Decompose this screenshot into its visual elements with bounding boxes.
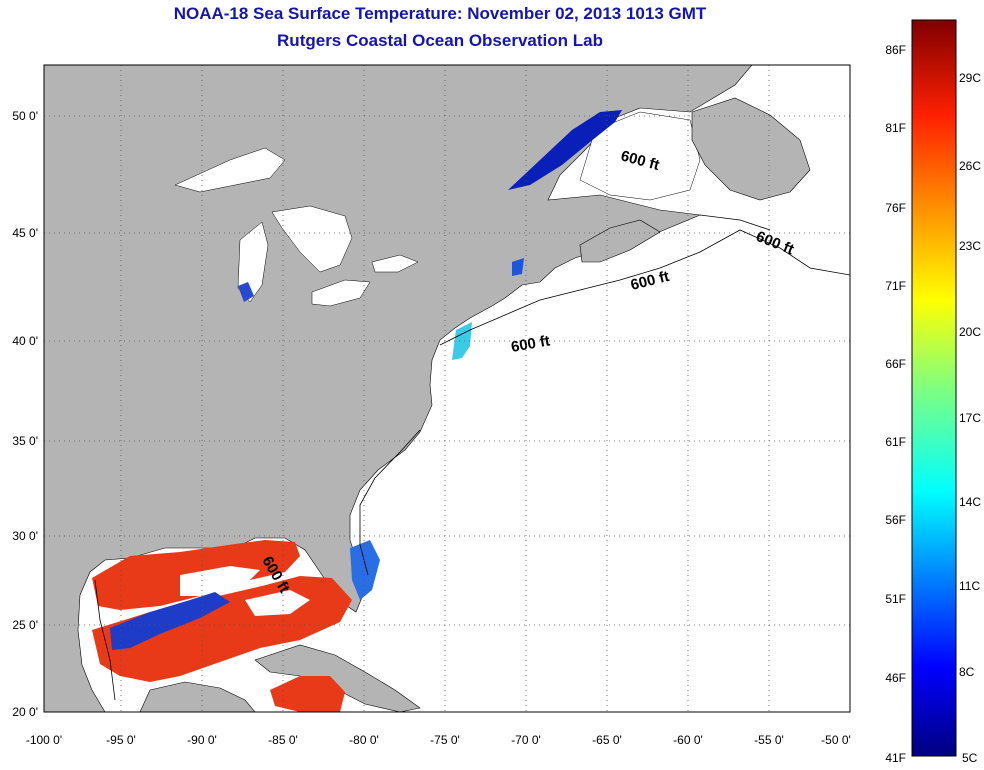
map-title: NOAA-18 Sea Surface Temperature: Novembe… (173, 4, 707, 23)
colorbar-c-label: 14C (959, 495, 981, 509)
colorbar-f-label: 41F (885, 751, 906, 765)
gulf-of-mexico-sst (92, 540, 380, 712)
colorbar-f-label: 71F (885, 279, 906, 293)
land-newfoundland (691, 97, 811, 201)
lon-tick-label: -80 0' (349, 733, 379, 747)
gulf-st-lawrence (579, 111, 701, 201)
colorbar-c-label: 26C (959, 159, 981, 173)
contour-label: 600 ft (510, 332, 552, 356)
lon-tick-label: -95 0' (106, 733, 136, 747)
colorbar-c-label: 8C (959, 665, 975, 679)
lon-tick-label: -100 0' (26, 733, 62, 747)
colorbar-c-label: 17C (959, 411, 981, 425)
colorbar-celsius-labels: 29C 26C 23C 20C 17C 14C 11C 8C 5C (959, 71, 981, 765)
lat-tick-label: 20 0' (12, 705, 38, 719)
colorbar-f-label: 86F (885, 43, 906, 57)
colorbar-c-label: 23C (959, 239, 981, 253)
longitude-axis: -100 0' -95 0' -90 0' -85 0' -80 0' -75 … (26, 733, 851, 747)
lat-tick-label: 25 0' (12, 618, 38, 632)
lon-tick-label: -55 0' (754, 733, 784, 747)
land-nova-scotia (579, 219, 661, 263)
st-lawrence-cold-water (508, 110, 622, 190)
lon-tick-label: -85 0' (268, 733, 298, 747)
land-north-america (44, 65, 753, 712)
lat-tick-label: 45 0' (12, 226, 38, 240)
lat-tick-label: 35 0' (12, 434, 38, 448)
lon-tick-label: -60 0' (673, 733, 703, 747)
colorbar-c-label: 20C (959, 325, 981, 339)
isobath-600ft (94, 214, 850, 701)
land-cuba (254, 644, 421, 712)
colorbar-f-label: 51F (885, 592, 906, 606)
lat-tick-label: 30 0' (12, 529, 38, 543)
gulf-of-maine-cold-water (512, 258, 524, 276)
colorbar-f-label: 81F (885, 121, 906, 135)
map-subtitle: Rutgers Coastal Ocean Observation Lab (277, 31, 603, 50)
colorbar-f-label: 46F (885, 671, 906, 685)
lon-tick-label: -50 0' (821, 733, 851, 747)
land-yucatan (139, 681, 256, 712)
lat-tick-label: 40 0' (12, 334, 38, 348)
lon-tick-label: -75 0' (430, 733, 460, 747)
colorbar: 86F 81F 76F 71F 66F 61F 56F 51F 46F 41F … (885, 19, 981, 765)
colorbar-gradient (911, 19, 957, 757)
colorbar-f-label: 66F (885, 357, 906, 371)
colorbar-fahrenheit-labels: 86F 81F 76F 71F 66F 61F 56F 51F 46F 41F (885, 43, 906, 765)
lon-tick-label: -65 0' (592, 733, 622, 747)
colorbar-c-label: 11C (959, 579, 980, 593)
lat-tick-label: 50 0' (12, 109, 38, 123)
lon-tick-label: -70 0' (511, 733, 541, 747)
map-frame (43, 64, 851, 713)
colorbar-c-label: 29C (959, 71, 981, 85)
great-lakes (174, 147, 419, 307)
colorbar-c-label: 5C (962, 751, 978, 765)
colorbar-f-label: 76F (885, 201, 906, 215)
lon-tick-label: -90 0' (187, 733, 217, 747)
colorbar-f-label: 61F (885, 435, 906, 449)
colorbar-f-label: 56F (885, 513, 906, 527)
map-panel: 600 ft 600 ft 600 ft 600 ft 600 ft (44, 65, 850, 712)
latitude-axis: 50 0' 45 0' 40 0' 35 0' 30 0' 25 0' 20 0… (12, 109, 38, 719)
lake-michigan-cold-water (238, 282, 254, 302)
